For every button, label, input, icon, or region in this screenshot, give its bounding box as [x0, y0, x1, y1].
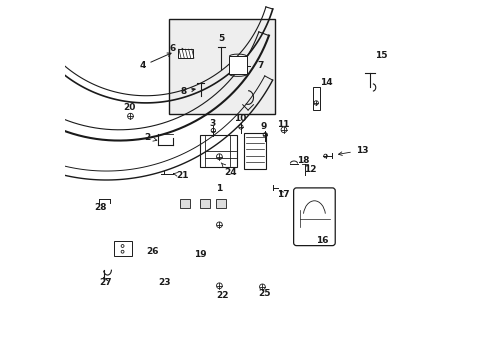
- Text: 8: 8: [180, 86, 195, 95]
- Text: 9: 9: [260, 122, 266, 131]
- Text: 14: 14: [319, 78, 332, 87]
- Bar: [215, 199, 225, 208]
- Text: 3: 3: [209, 119, 216, 128]
- Text: 26: 26: [146, 247, 158, 256]
- Text: 20: 20: [122, 103, 135, 112]
- Text: 10: 10: [233, 114, 245, 123]
- Text: 17: 17: [276, 190, 289, 199]
- Text: 18: 18: [296, 156, 308, 165]
- Text: 21: 21: [173, 171, 189, 180]
- Bar: [199, 135, 237, 167]
- Text: 19: 19: [194, 250, 206, 259]
- Text: 13: 13: [338, 146, 367, 156]
- Bar: [244, 134, 265, 169]
- Text: 7: 7: [257, 62, 264, 71]
- Text: 4: 4: [139, 53, 171, 71]
- Text: 11: 11: [276, 120, 288, 129]
- Bar: [178, 49, 192, 58]
- Text: 15: 15: [374, 51, 387, 60]
- Bar: [180, 199, 190, 208]
- Text: 1: 1: [216, 184, 222, 193]
- FancyBboxPatch shape: [169, 19, 274, 114]
- Text: 12: 12: [303, 166, 316, 175]
- Text: 22: 22: [216, 291, 229, 300]
- Bar: [113, 241, 131, 256]
- Text: 25: 25: [258, 289, 270, 298]
- Text: 5: 5: [218, 33, 224, 42]
- Text: 28: 28: [94, 203, 106, 212]
- FancyBboxPatch shape: [293, 188, 335, 246]
- Text: 6: 6: [169, 44, 185, 53]
- Text: 16: 16: [316, 236, 328, 245]
- Bar: [229, 56, 246, 74]
- Text: 27: 27: [99, 278, 111, 287]
- Text: 2: 2: [143, 133, 157, 142]
- Bar: [312, 87, 319, 110]
- Bar: [199, 199, 209, 208]
- Text: 23: 23: [158, 278, 171, 287]
- Text: 24: 24: [221, 163, 236, 177]
